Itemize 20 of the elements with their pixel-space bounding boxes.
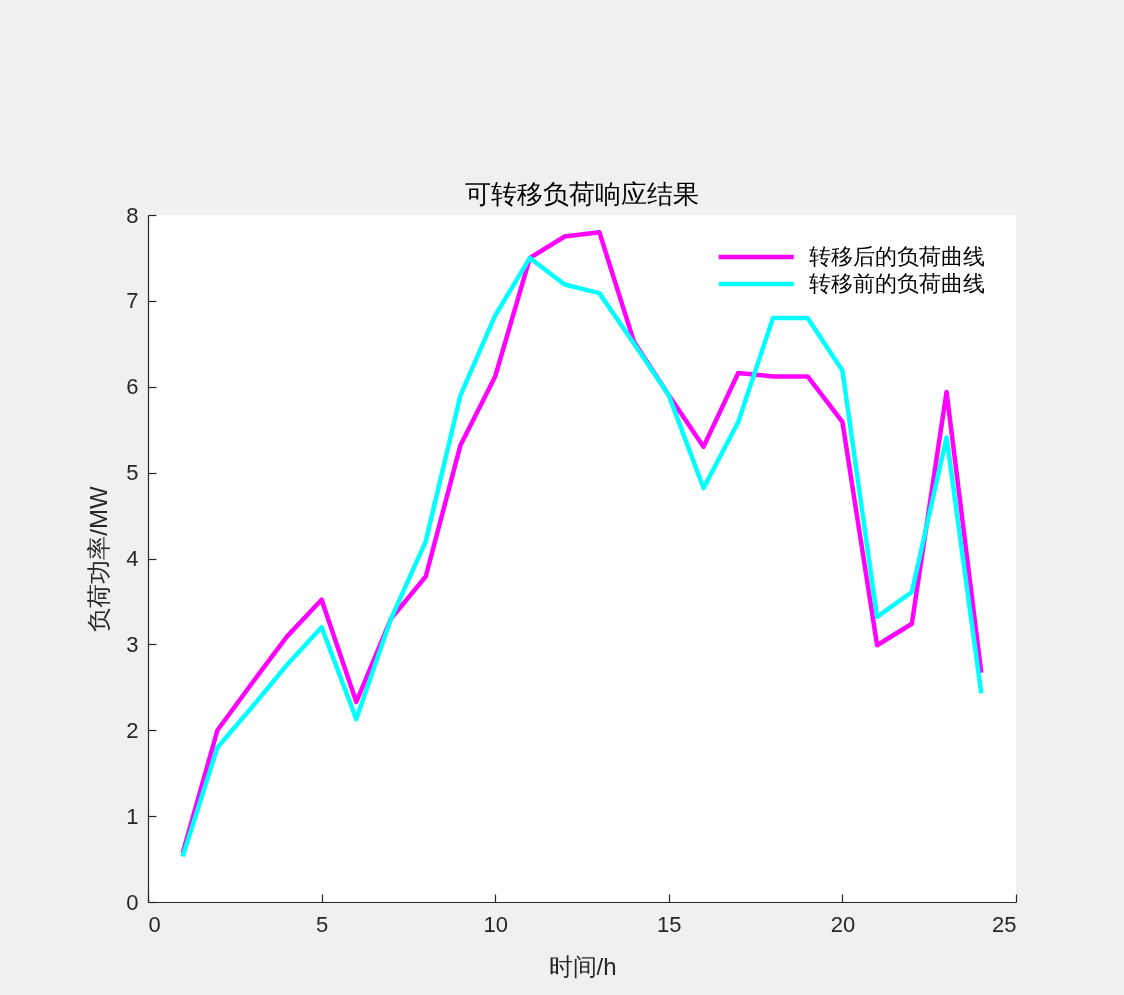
legend-label: 转移前的负荷曲线 — [808, 271, 985, 296]
y-tick-label: 6 — [126, 374, 139, 400]
x-axis-title: 时间/h — [548, 952, 617, 980]
x-tick-label: 15 — [657, 911, 682, 937]
y-tick-label: 2 — [126, 717, 139, 743]
y-tick-label: 5 — [126, 460, 139, 486]
x-tick-label: 10 — [483, 911, 508, 937]
x-tick-label: 0 — [148, 911, 161, 937]
y-tick-label: 1 — [126, 803, 139, 829]
y-tick-label: 4 — [126, 546, 139, 571]
x-tick-label: 5 — [315, 911, 329, 937]
legend-label: 转移后的负荷曲线 — [808, 244, 985, 269]
y-tick-label: 3 — [126, 631, 139, 657]
x-tick-label: 20 — [830, 911, 856, 937]
y-tick-label: 7 — [126, 288, 139, 314]
chart-title: 可转移负荷响应结果 — [465, 180, 699, 209]
y-tick-label: 0 — [126, 889, 139, 915]
y-tick-label: 8 — [126, 202, 139, 228]
y-axis-title: 负荷功率/MW — [85, 486, 113, 632]
x-tick-label: 25 — [992, 911, 1017, 937]
